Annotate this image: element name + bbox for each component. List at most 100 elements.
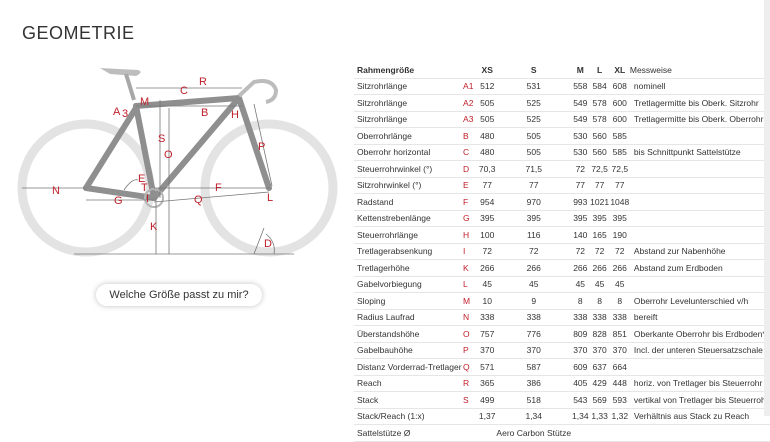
row-value: 1,32 xyxy=(609,408,630,425)
row-value: 1,34 xyxy=(496,408,572,425)
row-note: Tretlagermitte bis Oberk. Oberrohr xyxy=(629,111,770,128)
row-value: 395 xyxy=(609,210,630,227)
row-code: H xyxy=(463,226,478,244)
row-value: 165 xyxy=(589,226,610,244)
row-value: 45 xyxy=(589,276,610,293)
row-value: 8 xyxy=(609,292,630,310)
diagram-label-a: A xyxy=(113,106,121,118)
row-value: 505 xyxy=(496,127,572,145)
row-note xyxy=(629,177,770,194)
row-value: 549 xyxy=(571,94,590,112)
table-row: Steuerrohrwinkel (°) D 70,3 71,5 72 72,5 72,5 xyxy=(354,160,770,178)
row-name: Gabelvorbiegung xyxy=(354,276,464,293)
row-value: 266 xyxy=(589,259,610,277)
row-value: 505 xyxy=(496,144,572,161)
row-note xyxy=(629,358,770,376)
row-value: 72 xyxy=(589,243,610,260)
table-row: Radstand F 954 970 993 1021 1048 xyxy=(354,193,770,211)
row-code: F xyxy=(463,193,478,211)
row-value: 543 xyxy=(571,391,590,409)
row-value: 480 xyxy=(477,144,497,161)
row-value: 72 xyxy=(609,243,630,260)
row-note: vertikal von Tretlager bis Steuerrohr xyxy=(629,391,770,409)
diagram-label-h: H xyxy=(231,109,239,121)
row-note xyxy=(629,276,770,293)
row-value: 395 xyxy=(589,210,610,227)
row-value: 569 xyxy=(589,391,610,409)
diagram-label-s: S xyxy=(158,133,165,145)
row-value: 77 xyxy=(609,177,630,194)
row-note xyxy=(629,193,770,211)
diagram-label-n: N xyxy=(52,185,60,197)
row-value: 370 xyxy=(477,342,497,359)
row-value: 600 xyxy=(609,94,630,112)
row-code: B xyxy=(463,127,478,145)
row-value: 386 xyxy=(496,375,572,392)
row-value: 593 xyxy=(609,391,630,409)
diagram-label-q: Q xyxy=(194,194,203,206)
row-name: Oberrohr horizontal xyxy=(354,144,464,161)
row-note xyxy=(629,210,770,227)
row-code: A1 xyxy=(463,78,478,95)
row-value: 1,34 xyxy=(571,408,590,425)
header-size-xs: XS xyxy=(477,62,497,79)
row-code: K xyxy=(463,259,478,277)
table-row: Steuerrohrlänge H 100 116 140 165 190 xyxy=(354,226,770,244)
row-value xyxy=(609,424,630,442)
row-value: 809 xyxy=(571,325,590,343)
row-name: Distanz Vorderrad-Tretlager xyxy=(354,358,464,376)
row-value: 100 xyxy=(477,226,497,244)
page-scrollbar[interactable] xyxy=(764,0,770,416)
table-row: Stack/Reach (1:x) 1,37 1,34 1,34 1,33 1,32 Ver… xyxy=(354,408,770,425)
row-note: Verhältnis aus Stack zu Reach xyxy=(629,408,770,425)
table-row: Stack S 499 518 543 569 593 vertikal von Tretla… xyxy=(354,391,770,409)
row-value: 970 xyxy=(496,193,572,211)
row-value: 609 xyxy=(571,358,590,376)
table-row: Sitzrohrwinkel (°) E 77 77 77 77 77 xyxy=(354,177,770,194)
row-code: N xyxy=(463,309,478,326)
bike-geometry-diagram: R M A 3 C B H S O P E T N G I F Q L K D xyxy=(17,68,338,257)
row-value: 776 xyxy=(496,325,572,343)
row-value: 370 xyxy=(571,342,590,359)
row-note: Incl. der unteren Steuersatzschale xyxy=(629,342,770,359)
row-value: 525 xyxy=(496,111,572,128)
row-value: 1,37 xyxy=(477,408,497,425)
row-value: 1021 xyxy=(589,193,610,211)
row-value: 1,33 xyxy=(589,408,610,425)
row-value: 578 xyxy=(589,94,610,112)
row-name: Sattelstütze Ø xyxy=(354,424,464,442)
size-finder-button[interactable]: Welche Größe passt zu mir? xyxy=(96,284,262,306)
row-note: Abstand zur Nabenhöhe xyxy=(629,243,770,260)
row-value: 558 xyxy=(571,78,590,95)
row-note xyxy=(629,226,770,244)
row-value: 77 xyxy=(571,177,590,194)
row-value: 140 xyxy=(571,226,590,244)
row-value: 266 xyxy=(496,259,572,277)
diagram-label-b: B xyxy=(201,107,208,119)
row-note: nominell xyxy=(629,78,770,95)
header-size-s: S xyxy=(496,62,572,79)
table-row: Oberrohr horizontal C 480 505 530 560 585 bis S… xyxy=(354,144,770,161)
row-value: 448 xyxy=(609,375,630,392)
row-name: Reach xyxy=(354,375,464,392)
row-name: Sitzrohrlänge xyxy=(354,78,464,95)
row-value: 266 xyxy=(477,259,497,277)
row-value: 72,5 xyxy=(609,160,630,178)
table-row: Sloping M 10 9 8 8 8 Oberrohr Levelunterschied … xyxy=(354,292,770,310)
row-value: 72 xyxy=(571,160,590,178)
row-note: bereift xyxy=(629,309,770,326)
row-value: 45 xyxy=(571,276,590,293)
row-name: Radius Laufrad xyxy=(354,309,464,326)
diagram-label-m: M xyxy=(140,96,149,108)
row-value: 584 xyxy=(589,78,610,95)
row-value: 190 xyxy=(609,226,630,244)
row-value: 338 xyxy=(496,309,572,326)
row-name: Sitzrohrlänge xyxy=(354,94,464,112)
row-value: 757 xyxy=(477,325,497,343)
row-code: R xyxy=(463,375,478,392)
row-value: 480 xyxy=(477,127,497,145)
row-name: Oberrohrlänge xyxy=(354,127,464,145)
row-value: 8 xyxy=(589,292,610,310)
row-value: 395 xyxy=(496,210,572,227)
geometry-table: Rahmengröße XS S M L XL Messweise Sitzro… xyxy=(354,62,770,442)
